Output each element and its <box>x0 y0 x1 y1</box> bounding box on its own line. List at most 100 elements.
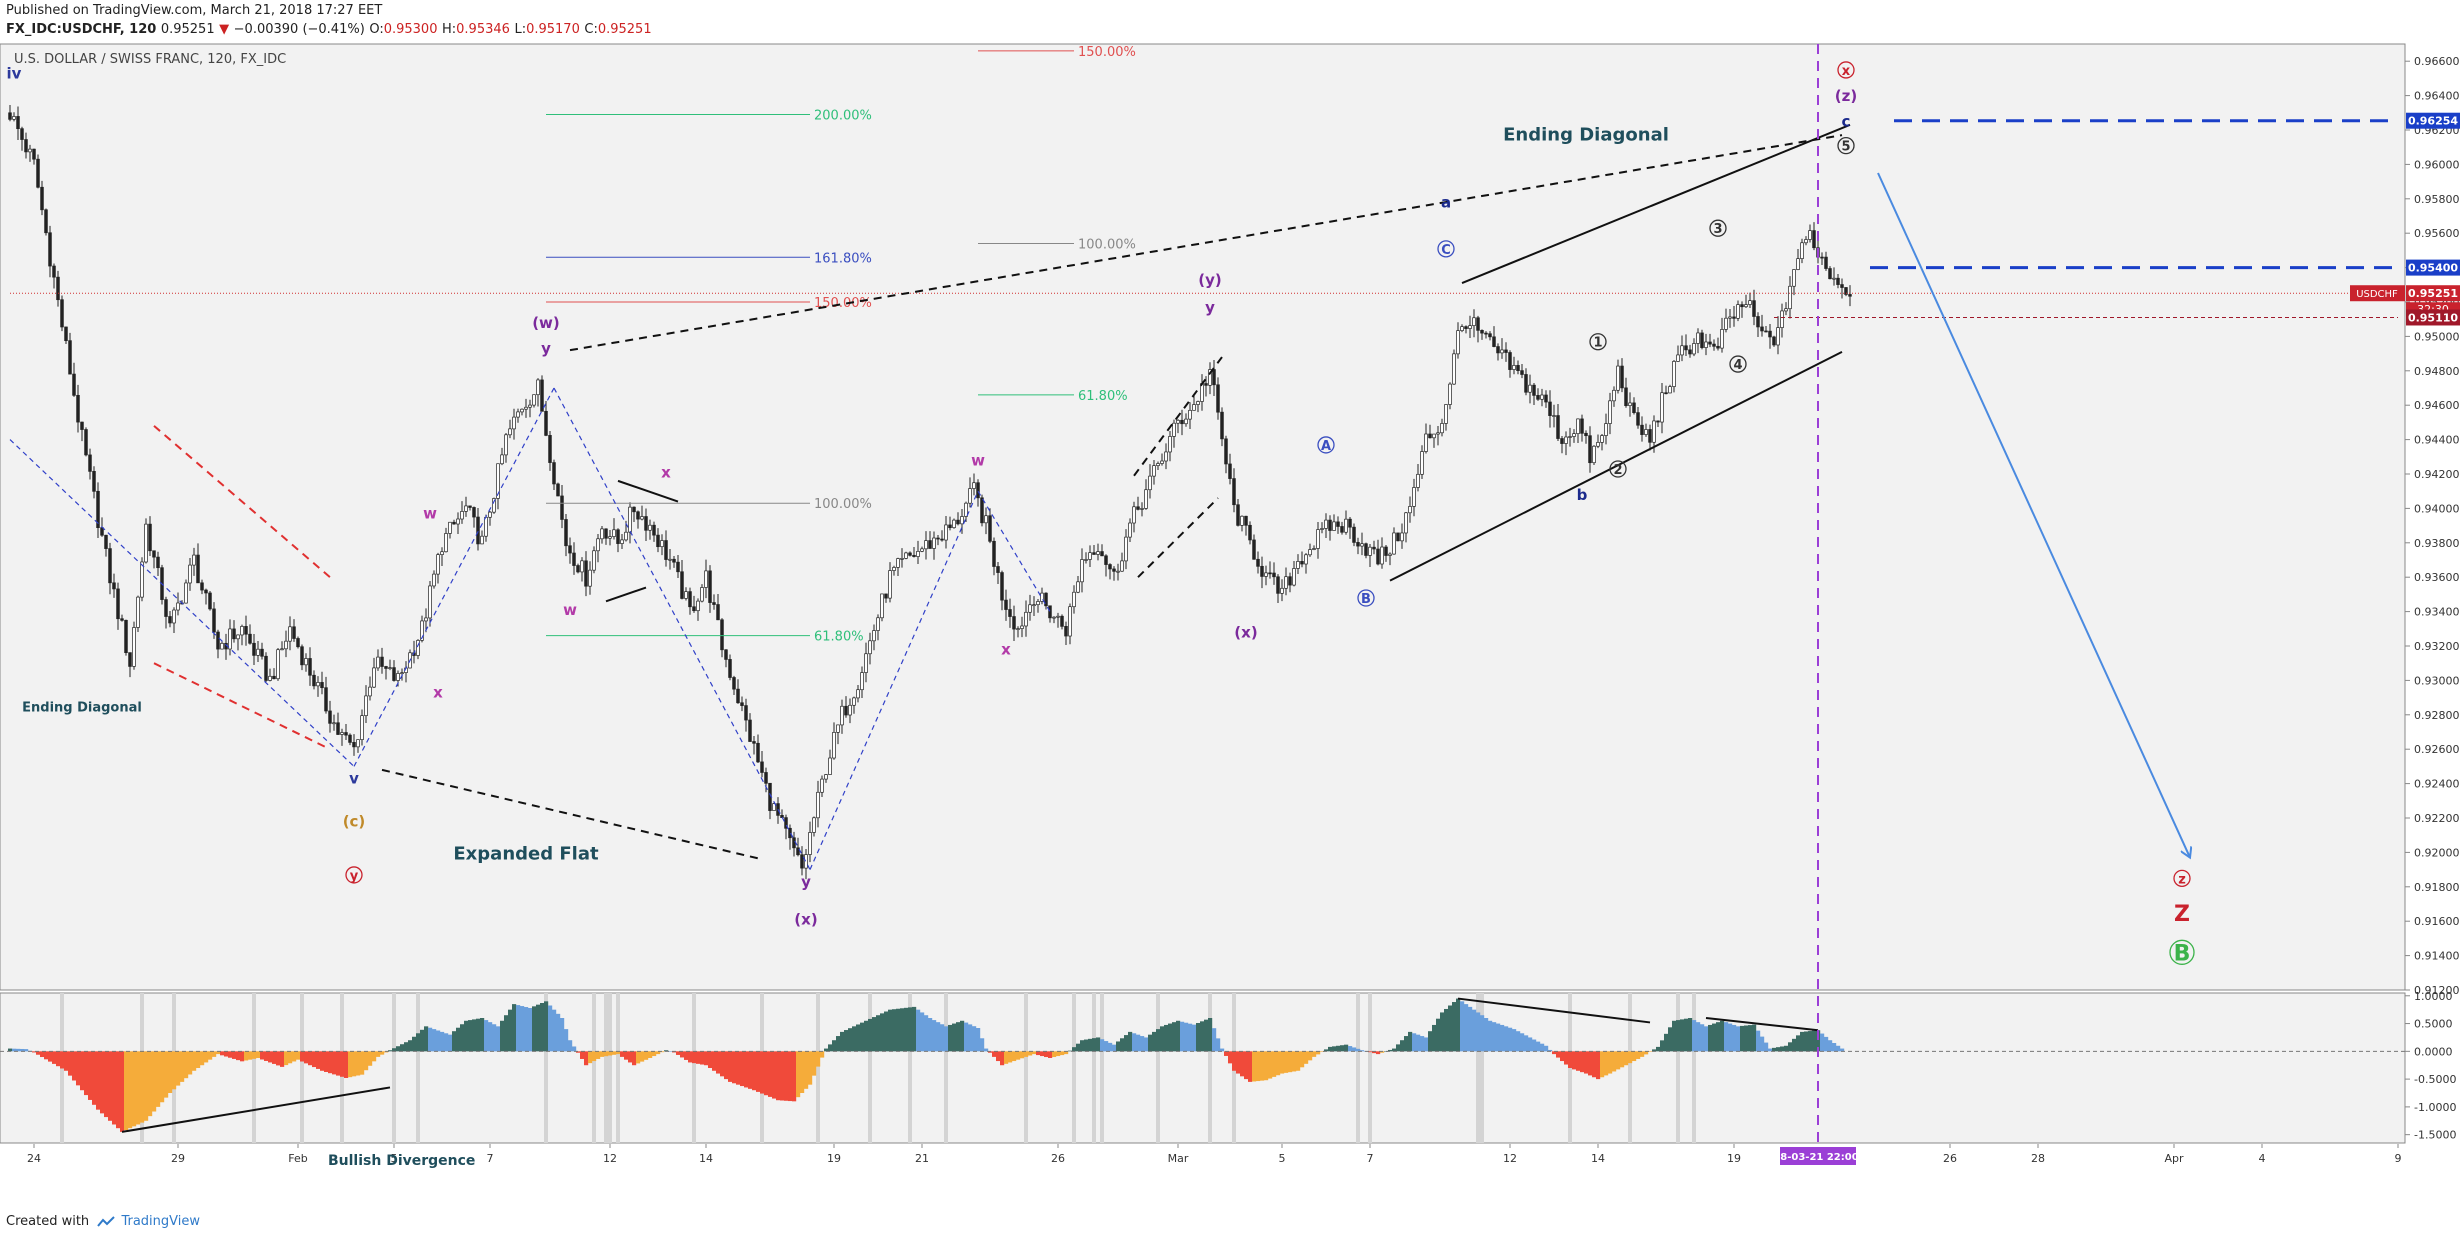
time-tick-label: 7 <box>487 1152 494 1165</box>
candle-body <box>1176 419 1180 424</box>
wave-label-circle <box>1609 460 1627 478</box>
candle-body <box>44 209 48 234</box>
oscillator-bar <box>1600 1051 1605 1078</box>
candle-body <box>1636 412 1640 426</box>
candle-body <box>804 854 808 869</box>
oscillator-bar <box>920 1012 925 1052</box>
candle-body <box>900 558 904 560</box>
candle-body <box>664 540 668 560</box>
chart-title: U.S. DOLLAR / SWISS FRANC, 120, FX_IDC <box>14 52 286 67</box>
candle-body <box>1316 529 1320 549</box>
candle-body <box>12 116 16 120</box>
price-chart[interactable]: 150.00%200.00%100.00%161.80%150.00%61.80… <box>0 40 2462 1212</box>
symbol-tag <box>2350 285 2405 302</box>
wave-label: (x) <box>794 911 817 929</box>
wave-label-circle <box>1709 219 1727 237</box>
candle-body <box>252 642 256 656</box>
wave-label: (x) <box>1234 623 1257 641</box>
candle-body <box>1196 401 1200 405</box>
candle-body <box>1340 526 1344 533</box>
oscillator-bar <box>1080 1040 1085 1052</box>
oscillator-bar <box>756 1051 761 1092</box>
oscillator-bar <box>284 1051 289 1066</box>
oscillator-bar <box>112 1051 117 1125</box>
oscillator-bar <box>684 1051 689 1060</box>
oscillator-bar <box>936 1022 941 1052</box>
oscillator-bar <box>980 1038 985 1052</box>
price-tick-label: 0.94600 <box>2414 399 2460 412</box>
candle-body <box>1708 341 1712 345</box>
oscillator-bar <box>1380 1051 1385 1053</box>
candle-body <box>1764 330 1768 333</box>
oscillator-highlight-bar <box>1024 993 1028 1143</box>
price-badge <box>2406 285 2460 302</box>
high-label: H: <box>442 22 457 37</box>
candle-body <box>1696 332 1700 344</box>
oscillator-bar <box>1548 1049 1553 1052</box>
oscillator-bar <box>1580 1051 1585 1073</box>
oscillator-bar <box>204 1051 209 1063</box>
main-pane[interactable] <box>0 43 2406 991</box>
candle-body <box>1192 404 1196 411</box>
candle-body <box>1404 512 1408 534</box>
oscillator-bar <box>1836 1045 1841 1052</box>
candle-body <box>1548 401 1552 416</box>
oscillator-bar <box>1152 1031 1157 1052</box>
oscillator-bar <box>576 1051 581 1053</box>
oscillator-bar <box>604 1051 609 1057</box>
oscillator-bar <box>1424 1037 1429 1052</box>
candle-body <box>228 628 232 650</box>
candle-body <box>1136 506 1140 510</box>
candle-body <box>1104 555 1108 565</box>
oscillator-bar <box>1772 1047 1777 1052</box>
candle-body <box>60 299 64 328</box>
candle-body <box>416 640 420 656</box>
oscillator-bar <box>216 1051 221 1055</box>
candle-body <box>500 454 504 465</box>
fib-level-label: 161.80% <box>814 251 872 266</box>
candle-body <box>1536 395 1540 400</box>
candle-body <box>1352 526 1356 543</box>
candle-body <box>1796 258 1800 270</box>
price-tick-label: 0.95800 <box>2414 193 2460 206</box>
candle-body <box>188 564 192 584</box>
oscillator-bar <box>1780 1046 1785 1052</box>
oscillator-bar <box>1300 1051 1305 1068</box>
price-axis-strip[interactable] <box>2406 44 2462 1144</box>
tradingview-link[interactable]: TradingView <box>121 1214 200 1229</box>
time-tick-label: Feb <box>288 1152 307 1165</box>
oscillator-bar <box>24 1049 29 1052</box>
oscillator-bar <box>908 1007 913 1052</box>
candle-body <box>1812 230 1816 249</box>
candle-body <box>1112 568 1116 572</box>
oscillator-highlight-bar <box>544 993 548 1143</box>
oscillator-bar <box>60 1051 65 1069</box>
oscillator-bar <box>1612 1051 1617 1072</box>
oscillator-bar <box>1436 1018 1441 1052</box>
candle-body <box>648 524 652 531</box>
oscillator-pane[interactable] <box>0 992 2406 1144</box>
wave-label: B <box>2174 941 2191 966</box>
time-axis-strip[interactable] <box>0 1144 2405 1172</box>
candle-body <box>1088 552 1092 560</box>
oscillator-bar <box>308 1051 313 1066</box>
osc-tick-label: 1.0000 <box>2414 990 2453 1003</box>
osc-tick-label: 0.5000 <box>2414 1018 2453 1031</box>
candle-body <box>376 656 380 669</box>
oscillator-bar <box>964 1022 969 1052</box>
candle-body <box>708 570 712 603</box>
candle-body <box>468 505 472 508</box>
wave-label: (c) <box>343 813 366 831</box>
oscillator-bar <box>220 1051 225 1056</box>
candle-body <box>48 232 52 267</box>
oscillator-bar <box>1120 1038 1125 1052</box>
candle-body <box>440 551 444 555</box>
wave-label: 1 <box>1593 336 1602 351</box>
oscillator-bar <box>888 1009 893 1052</box>
time-tick-label: 7 <box>1367 1152 1374 1165</box>
price-tick-label: 0.92000 <box>2414 846 2460 859</box>
candle-body <box>92 471 96 492</box>
oscillator-bar <box>1464 1004 1469 1052</box>
price-tick-label: 0.93800 <box>2414 537 2460 550</box>
oscillator-bar <box>656 1051 661 1055</box>
